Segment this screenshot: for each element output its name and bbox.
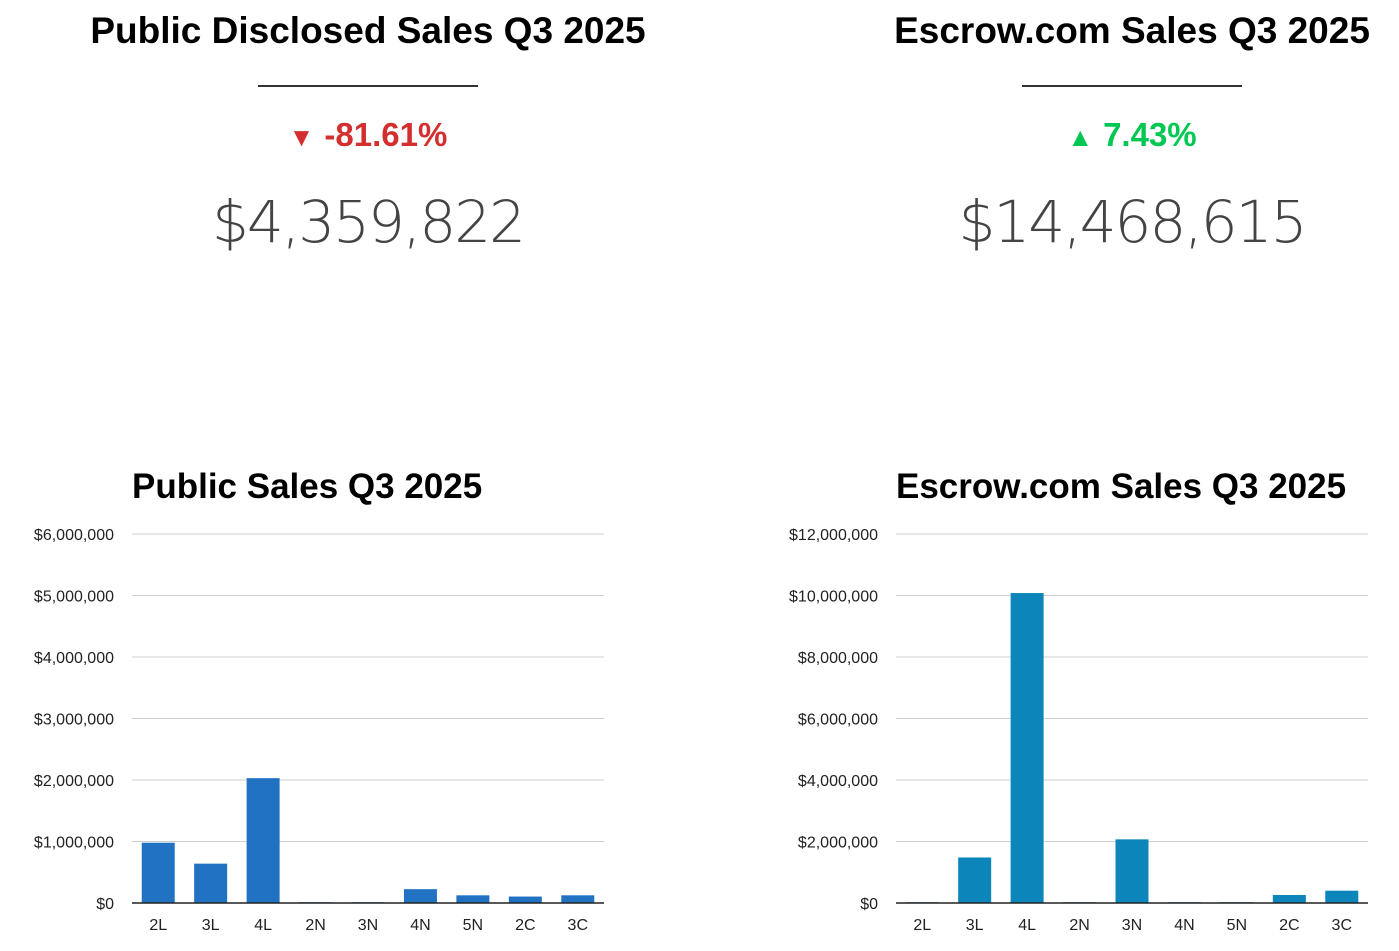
public-y-tick-label: $5,000,000 — [34, 589, 114, 606]
public-x-tick-label: 4N — [410, 917, 430, 934]
public-y-tick-label: $1,000,000 — [34, 835, 114, 852]
escrow-y-tick-label: $2,000,000 — [798, 835, 878, 852]
escrow-y-tick-label: $10,000,000 — [789, 589, 878, 606]
escrow-x-tick-label: 4N — [1174, 917, 1194, 934]
escrow-x-tick-label: 3N — [1122, 917, 1142, 934]
escrow-y-tick-label: $4,000,000 — [798, 773, 878, 790]
escrow-x-tick-label: 5N — [1227, 917, 1247, 934]
public-chart-title: Public Sales Q3 2025 — [132, 467, 483, 506]
escrow-chart-title: Escrow.com Sales Q3 2025 — [896, 467, 1347, 506]
escrow-kpi-change: ▲ 7.43% — [932, 116, 1332, 154]
public-x-tick-label: 3L — [202, 917, 220, 934]
public-bar-3C — [561, 895, 595, 903]
escrow-y-tick-label: $8,000,000 — [798, 650, 878, 667]
public-y-tick-label: $0 — [96, 896, 114, 913]
public-x-tick-label: 2C — [515, 917, 535, 934]
escrow-x-tick-label: 4L — [1018, 917, 1036, 934]
public-kpi-change-value: -81.61% — [324, 116, 448, 153]
public-y-tick-label: $4,000,000 — [34, 650, 114, 667]
public-x-tick-label: 5N — [463, 917, 483, 934]
down-arrow-icon: ▼ — [288, 122, 315, 152]
public-x-tick-label: 2L — [149, 917, 167, 934]
public-kpi-title: Public Disclosed Sales Q3 2025 — [90, 10, 646, 51]
public-kpi-value: $4,359,822 — [211, 188, 526, 256]
escrow-y-tick-label: $6,000,000 — [798, 712, 878, 729]
escrow-x-tick-label: 3C — [1332, 917, 1352, 934]
public-y-tick-label: $2,000,000 — [34, 773, 114, 790]
escrow-bar-3N — [1115, 839, 1149, 903]
escrow-bar-2C — [1272, 895, 1306, 903]
public-bar-2L — [141, 842, 175, 903]
escrow-bar-3C — [1325, 890, 1359, 903]
escrow-x-tick-label: 2C — [1279, 917, 1299, 934]
escrow-bar-4L — [1010, 593, 1044, 903]
public-bar-2C — [508, 896, 542, 903]
escrow-y-tick-label: $0 — [860, 896, 878, 913]
up-arrow-icon: ▲ — [1067, 122, 1094, 152]
public-bar-4L — [246, 778, 280, 903]
escrow-x-tick-label: 2N — [1069, 917, 1089, 934]
escrow-kpi-title: Escrow.com Sales Q3 2025 — [894, 10, 1370, 51]
escrow-bar-3L — [958, 857, 992, 903]
escrow-kpi-divider — [1022, 85, 1242, 87]
escrow-x-tick-label: 2L — [913, 917, 931, 934]
public-y-tick-label: $6,000,000 — [34, 527, 114, 544]
escrow-y-tick-label: $12,000,000 — [789, 527, 878, 544]
public-x-tick-label: 3C — [568, 917, 588, 934]
escrow-kpi-change-value: 7.43% — [1103, 116, 1197, 153]
public-x-tick-label: 3N — [358, 917, 378, 934]
public-bar-4N — [403, 889, 437, 903]
public-bar-5N — [456, 895, 490, 903]
public-x-tick-label: 4L — [254, 917, 272, 934]
public-kpi-divider — [258, 85, 478, 87]
public-kpi-change: ▼ -81.61% — [168, 116, 568, 154]
escrow-kpi-value: $14,468,615 — [958, 188, 1308, 256]
public-y-tick-label: $3,000,000 — [34, 712, 114, 729]
public-bar-3L — [194, 863, 228, 903]
public-x-tick-label: 2N — [305, 917, 325, 934]
escrow-x-tick-label: 3L — [966, 917, 984, 934]
